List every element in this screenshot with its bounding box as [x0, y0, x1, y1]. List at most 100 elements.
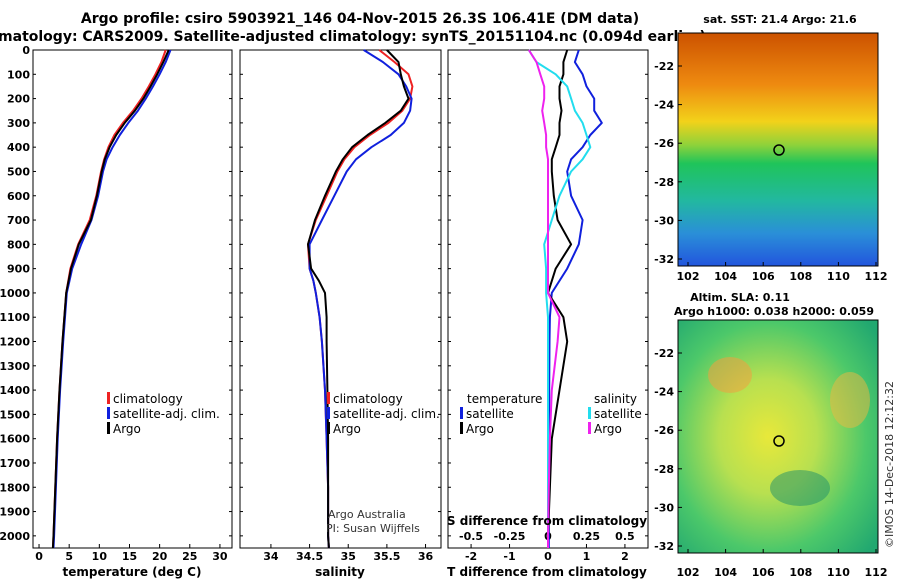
lon-tick-label: 106 [752, 566, 775, 579]
x-tick-label: 10 [92, 550, 108, 563]
depth-tick-label: 200 [7, 93, 30, 106]
lat-tick-label: -32 [654, 253, 674, 266]
x-tick-label: 25 [182, 550, 197, 563]
lon-tick-label: 108 [789, 270, 812, 283]
lon-tick-label: 102 [677, 270, 700, 283]
x-tick-label: 5 [65, 550, 73, 563]
sla-map-title1: Altim. SLA: 0.11 [690, 291, 790, 304]
temperature-legend: climatology satellite-adj. clim. Argo [107, 392, 220, 436]
lat-tick-label: -26 [654, 424, 674, 437]
legend-swatch-argo [327, 422, 330, 434]
legend-swatch-t-argo [460, 422, 463, 434]
imos-timestamp: ©IMOS 14-Dec-2018 12:12:32 [883, 381, 896, 548]
temperature-panel-frame [32, 49, 233, 549]
depth-tick-label: 1800 [0, 481, 30, 494]
lat-tick-label: -26 [654, 137, 674, 150]
depth-tick-label: 400 [7, 141, 30, 154]
depth-axis: 0 100 200 300 400 500 600 700 800 900 1000 1100 1200… [0, 44, 648, 543]
sla-map-float-marker [773, 435, 785, 447]
lat-tick-label: -28 [654, 176, 674, 189]
t-difference-xlabel: T difference from climatology [447, 565, 647, 579]
credit-line2: PI: Susan Wijffels [326, 522, 420, 535]
depth-tick-label: 100 [7, 68, 30, 81]
x-tick-label: -2 [465, 550, 477, 563]
legend-label-satellite: satellite-adj. clim. [333, 407, 440, 421]
depth-tick-label: 300 [7, 117, 30, 130]
x-tick-label: 36 [418, 550, 434, 563]
depth-tick-label: 1100 [0, 311, 30, 324]
depth-tick-label: 1900 [0, 506, 30, 519]
sst-map-image [677, 32, 879, 267]
salinity-panel-frame [239, 49, 442, 549]
series-line-temperature-argo [547, 49, 573, 548]
depth-tick-label: 1000 [0, 287, 30, 300]
lon-tick-label: 104 [714, 566, 737, 579]
legend-swatch-climatology [327, 392, 330, 404]
sla-anomaly-blob [830, 372, 870, 428]
s-difference-xlabel: S difference from climatology [447, 514, 647, 528]
x-tick-label: 20 [152, 550, 168, 563]
legend-label-climatology: climatology [333, 392, 403, 406]
temperature-x-axis: 0 5 10 15 20 25 30 [35, 544, 228, 563]
legend-title-salinity: salinity [594, 392, 637, 406]
lon-tick-label: 110 [827, 270, 850, 283]
depth-tick-label: 0 [22, 44, 30, 57]
depth-tick-label: 1400 [0, 384, 30, 397]
lon-tick-label: 110 [827, 566, 850, 579]
lat-tick-label: -30 [654, 214, 674, 227]
legend-swatch-t-satellite [460, 407, 463, 419]
depth-tick-label: 700 [7, 214, 30, 227]
lat-tick-label: -32 [654, 540, 674, 553]
credit-line1: Argo Australia [328, 508, 406, 521]
legend-label-s-satellite: satellite [594, 407, 642, 421]
legend-label-argo: Argo [113, 422, 141, 436]
lat-tick-label: -22 [654, 60, 674, 73]
series-line-temperature-satellite [547, 49, 603, 548]
legend-label-satellite: satellite-adj. clim. [113, 407, 220, 421]
lat-tick-label: -28 [654, 463, 674, 476]
s-tick-label: -0.5 [459, 530, 483, 543]
lat-tick-label: -24 [654, 386, 674, 399]
s-tick-label: 0.5 [615, 530, 635, 543]
lon-tick-label: 106 [752, 270, 775, 283]
series-line-satellite-adj-clim- [308, 49, 413, 549]
x-tick-label: 35.5 [373, 550, 400, 563]
lon-tick-label: 102 [677, 566, 700, 579]
lat-tick-label: -24 [654, 99, 674, 112]
series-line-salinity-satellite [527, 49, 592, 548]
legend-swatch-satellite [327, 407, 330, 419]
x-tick-label: 35 [341, 550, 356, 563]
legend-swatch-s-argo [588, 422, 591, 434]
x-tick-label: 0 [35, 550, 43, 563]
sst-map-float-marker [773, 144, 785, 156]
lat-tick-label: -22 [654, 347, 674, 360]
legend-title-temperature: temperature [467, 392, 542, 406]
depth-tick-label: 900 [7, 263, 30, 276]
temperature-xlabel: temperature (deg C) [63, 565, 202, 579]
difference-series [527, 49, 603, 548]
legend-swatch-argo [107, 422, 110, 434]
x-tick-label: 2 [621, 550, 629, 563]
depth-tick-label: 1600 [0, 433, 30, 446]
lon-tick-label: 112 [865, 566, 888, 579]
x-tick-label: 30 [212, 550, 228, 563]
legend-label-argo: Argo [333, 422, 361, 436]
sla-anomaly-blob [770, 470, 830, 506]
x-tick-label: 34.5 [296, 550, 323, 563]
depth-tick-label: 1500 [0, 408, 30, 421]
lon-tick-label: 104 [714, 270, 737, 283]
legend-label-t-argo: Argo [466, 422, 494, 436]
x-tick-label: 34 [263, 550, 279, 563]
sst-map-title: sat. SST: 21.4 Argo: 21.6 [703, 13, 857, 26]
series-line-argo [51, 49, 170, 549]
salinity-legend: climatology satellite-adj. clim. Argo [327, 392, 440, 436]
legend-label-t-satellite: satellite [466, 407, 514, 421]
legend-swatch-satellite [107, 407, 110, 419]
difference-legend: temperature satellite Argo salinity sate… [460, 392, 642, 436]
series-line-salinity-argo [527, 49, 561, 548]
depth-tick-label: 2000 [0, 530, 30, 543]
figure-title-line1: Argo profile: csiro 5903921_146 04-Nov-2… [81, 11, 639, 27]
